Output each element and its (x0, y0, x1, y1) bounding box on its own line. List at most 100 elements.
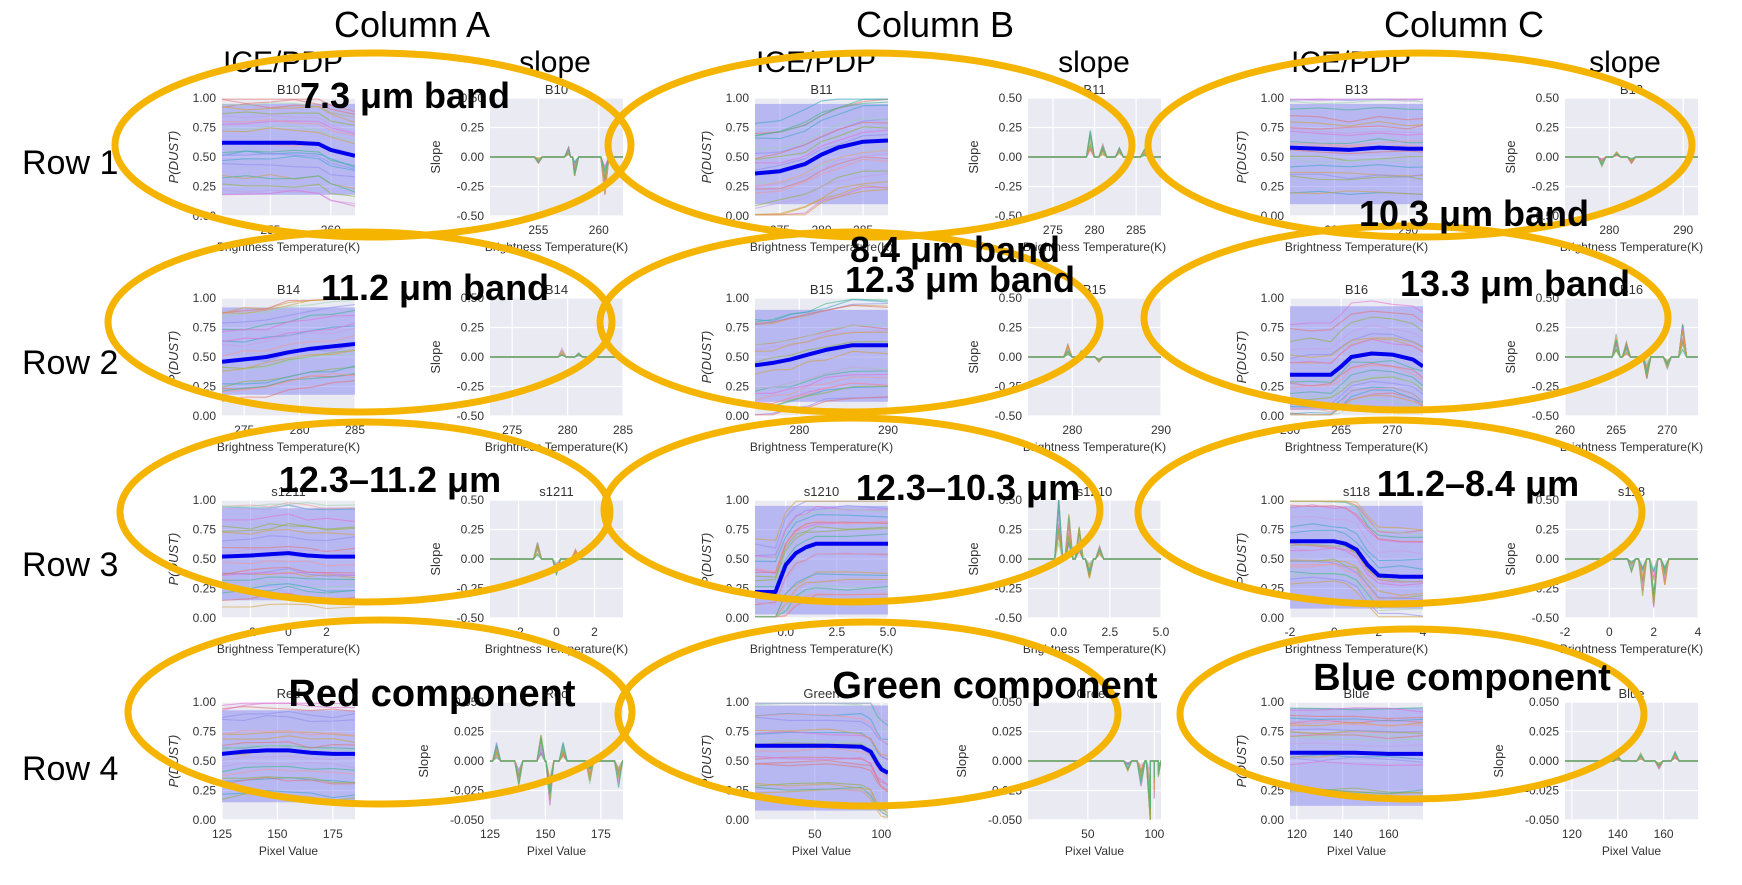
x-axis-label: Pixel Value (259, 844, 318, 858)
ice-line (222, 776, 355, 785)
column-header-b: Column B (856, 4, 1014, 45)
x-axis-label: Brightness Temperature(K) (1560, 440, 1703, 454)
ice-line (1290, 707, 1423, 713)
y-tick-label: 0.00 (999, 150, 1023, 164)
highlight-ellipse (1176, 625, 1648, 803)
pdp-line (1290, 750, 1423, 756)
ice-line (222, 189, 355, 205)
x-axis-label: Brightness Temperature(K) (1285, 440, 1428, 454)
plot-title: B14 (277, 282, 300, 297)
x-tick-label: 0.0 (1050, 625, 1067, 639)
ice-line (222, 568, 355, 577)
ice-line (1290, 171, 1423, 177)
y-axis-label: Slope (428, 542, 443, 575)
ice-line (755, 578, 888, 618)
ice-line (755, 126, 888, 160)
y-tick-label: 0.50 (999, 291, 1023, 305)
y-tick-label: 0.75 (1261, 523, 1285, 537)
highlight-ellipse (1144, 49, 1696, 241)
ice-line (755, 304, 888, 325)
y-tick-label: 0.75 (193, 523, 217, 537)
y-axis-label: P(DUST) (1234, 331, 1249, 384)
ice-line (222, 523, 355, 532)
ice-line (222, 501, 355, 510)
y-tick-label: 1.00 (193, 291, 217, 305)
y-tick-label: 0.25 (461, 321, 485, 335)
ice-line (222, 127, 355, 145)
column-header-a: Column A (334, 4, 490, 45)
y-tick-label: 0.25 (193, 784, 217, 798)
slope-line (1028, 132, 1161, 158)
slope-line (1565, 339, 1698, 374)
ice-line (1290, 560, 1423, 600)
ice-line (755, 341, 888, 363)
band-label-a3: 12.3–11.2 μm (279, 459, 501, 500)
y-tick-label: 0.00 (999, 350, 1023, 364)
ice-line (1290, 756, 1423, 763)
y-tick-label: 0.50 (1536, 493, 1560, 507)
y-tick-label: 0.00 (461, 150, 485, 164)
y-tick-label: 1.00 (726, 291, 750, 305)
ice-line (222, 548, 355, 555)
y-tick-label: -0.50 (457, 611, 485, 625)
x-tick-label: 120 (1562, 827, 1582, 841)
ice-line (222, 789, 355, 799)
y-axis-label: Slope (428, 340, 443, 373)
ice-line (1290, 127, 1423, 134)
y-axis-label: Slope (954, 744, 969, 777)
highlight-ellipse (1134, 416, 1646, 608)
ice-line (1290, 338, 1423, 364)
y-tick-label: 1.00 (193, 493, 217, 507)
ice-line (1290, 173, 1423, 180)
y-tick-label: 0.50 (1536, 91, 1560, 105)
y-tick-label: 0.75 (726, 321, 750, 335)
ice-line (1290, 324, 1423, 351)
chart-C2s: B16 -0.50 -0.25 0.00 0.25 0.50 260 265 270 Bright… (1503, 282, 1703, 454)
ice-line (222, 765, 355, 773)
y-axis-label: P(DUST) (1234, 735, 1249, 788)
y-tick-label: 0.050 (1529, 695, 1559, 709)
x-tick-label: 280 (558, 423, 578, 437)
ice-line (222, 761, 355, 769)
plot-body (755, 298, 888, 416)
ice-line (1290, 124, 1423, 130)
y-tick-label: 0.50 (193, 754, 217, 768)
ice-line (1290, 175, 1423, 181)
y-axis-label: Slope (1503, 340, 1518, 373)
y-tick-label: 1.00 (1261, 291, 1285, 305)
band-label-a4: Red component (288, 673, 575, 715)
ice-line (755, 134, 888, 171)
x-axis-label: Pixel Value (1065, 844, 1124, 858)
x-tick-label: 270 (1657, 423, 1677, 437)
x-tick-label: -2 (1285, 625, 1296, 639)
x-tick-label: 5.0 (880, 625, 897, 639)
ice-line (1290, 721, 1423, 726)
ice-line (222, 106, 355, 123)
ice-line (222, 98, 355, 112)
y-tick-label: 0.25 (999, 121, 1023, 135)
x-tick-label: 100 (1144, 827, 1164, 841)
x-tick-label: 270 (1382, 423, 1402, 437)
x-axis-label: Brightness Temperature(K) (1023, 240, 1166, 254)
y-axis-label: Slope (1491, 744, 1506, 777)
plot-body (490, 734, 623, 806)
x-tick-label: 150 (535, 827, 555, 841)
y-tick-label: 1.00 (1261, 695, 1285, 709)
ice-line (222, 523, 355, 530)
y-tick-label: 0.75 (1261, 725, 1285, 739)
y-tick-label: 1.00 (726, 695, 750, 709)
x-axis-label: Brightness Temperature(K) (750, 240, 893, 254)
chart-C3s: s118-0.50-0.250.000.250.50-2 0 2 4Brightnes… (1503, 484, 1703, 656)
ice-line (1290, 760, 1423, 766)
x-axis-label: Brightness Temperature(K) (1560, 240, 1703, 254)
plot-title: B11 (810, 82, 832, 97)
ice-line (755, 331, 888, 352)
y-tick-label: 0.25 (726, 180, 750, 194)
ice-line (1290, 580, 1423, 618)
x-tick-label: 150 (267, 827, 287, 841)
x-axis-label: Brightness Temperature(K) (217, 642, 360, 656)
pdp-line (222, 140, 355, 158)
pdp-line (755, 743, 888, 775)
